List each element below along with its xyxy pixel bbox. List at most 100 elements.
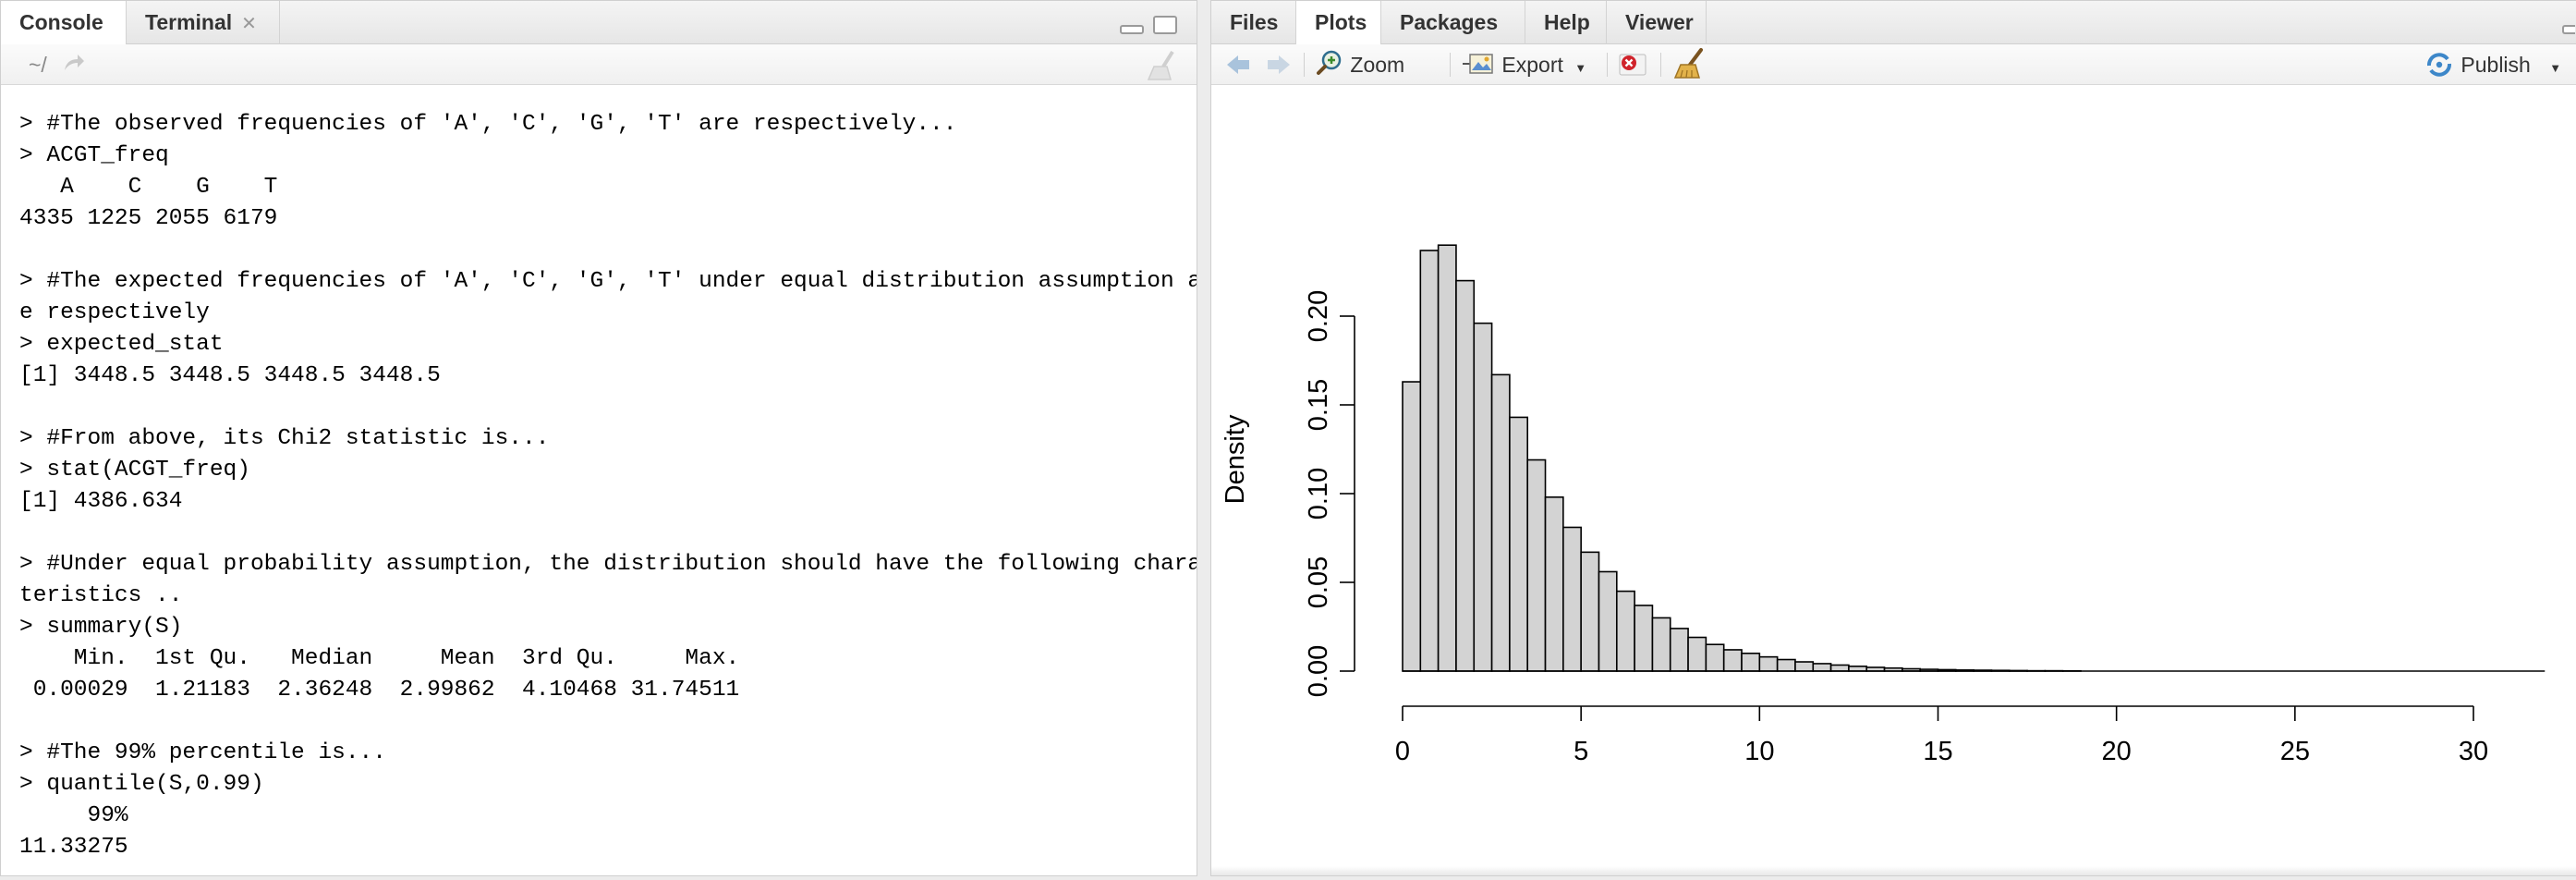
histogram-bar [1474,324,1491,671]
publish-icon [2424,44,2455,85]
x-tick-label: 15 [1923,737,1952,766]
histogram-bar [1831,665,1849,671]
histogram-bar [1456,281,1474,671]
export-label: Export [1501,53,1562,77]
chevron-down-icon: ▼ [1574,61,1586,75]
tab-help[interactable]: Help [1525,1,1607,44]
minimize-pane-icon[interactable] [2562,25,2575,34]
x-tick-label: 20 [2102,737,2132,766]
console-pane: Console Terminal ✕ ~/ > #The observed fre… [0,0,1197,876]
console-line: > #The expected frequencies of 'A', 'C',… [19,266,1197,298]
histogram-bar [1759,657,1777,671]
clear-console-icon[interactable] [1147,44,1180,85]
histogram-bar [1634,605,1652,671]
histogram-bar [1563,527,1581,671]
console-line: 99% [19,801,1197,832]
maximize-pane-icon[interactable] [1153,16,1177,34]
tab-plots[interactable]: Plots [1296,1,1381,45]
histogram-bar [1403,382,1420,671]
console-line: > ACGT_freq [19,141,1197,172]
histogram-bar [1420,251,1438,671]
histogram-bar [1581,552,1598,671]
histogram-bar [1652,617,1670,671]
console-line: > #From above, its Chi2 statistic is... [19,423,1197,455]
tab-viewer-label: Viewer [1625,10,1694,34]
plots-toolbar: Zoom Export ▼ [1211,44,2576,85]
toolbar-separator [1607,53,1608,77]
console-line: 4335 1225 2055 6179 [19,203,1197,235]
histogram-bar [1742,654,1759,671]
tab-viewer[interactable]: Viewer [1607,1,1707,44]
tab-terminal[interactable]: Terminal ✕ [127,1,280,44]
console-line [19,392,1197,423]
console-toolbar: ~/ [1,44,1197,85]
histogram-bar [1795,662,1813,671]
console-line: > #The 99% percentile is... [19,738,1197,769]
y-axis-label: Density [1221,414,1250,504]
histogram-bar [1688,638,1706,671]
histogram-bar [1617,592,1634,671]
working-directory: ~/ [29,44,47,85]
tab-packages-label: Packages [1400,10,1498,34]
minimize-pane-icon[interactable] [1120,25,1144,34]
go-to-directory-icon[interactable] [62,44,86,85]
zoom-button[interactable]: Zoom [1315,44,1404,85]
publish-button[interactable]: Publish ▼ [2424,44,2561,85]
x-tick-label: 25 [2280,737,2310,766]
working-directory-label: ~/ [29,53,47,77]
tab-console-label: Console [19,10,103,34]
tab-files-label: Files [1230,10,1278,34]
x-tick-label: 5 [1574,737,1588,766]
tab-help-label: Help [1544,10,1590,34]
console-line: > #The observed frequencies of 'A', 'C',… [19,109,1197,141]
previous-plot-icon[interactable] [1224,44,1252,85]
y-tick-label: 0.10 [1304,468,1333,519]
histogram-bar [1671,629,1688,671]
histogram-bar [1439,245,1456,671]
console-line: A C G T [19,172,1197,203]
toolbar-separator [1660,53,1661,77]
broom-icon [1671,44,1708,85]
plot-bottom-shade [1211,866,2576,875]
histogram-bar [1706,644,1723,671]
export-icon [1461,44,1496,85]
tab-terminal-label: Terminal [145,10,232,34]
toolbar-separator [1450,53,1451,77]
publish-label: Publish [2461,53,2530,77]
console-line [19,706,1197,738]
clear-all-plots-button[interactable] [1671,44,1708,85]
histogram-bars [1403,245,2081,671]
y-tick-label: 0.15 [1304,379,1333,431]
tab-packages[interactable]: Packages [1381,1,1525,44]
y-tick-label: 0.05 [1304,556,1333,608]
histogram-bar [1510,417,1527,671]
console-line: > quantile(S,0.99) [19,769,1197,801]
console-line: e respectively [19,298,1197,329]
plots-pane: Files Plots Packages Help Viewer [1210,0,2576,876]
export-menu[interactable]: Export ▼ [1461,44,1586,85]
console-line: 0.00029 1.21183 2.36248 2.99862 4.10468 … [19,675,1197,706]
console-line: teristics .. [19,581,1197,612]
tab-files[interactable]: Files [1211,1,1296,44]
console-output[interactable]: > #The observed frequencies of 'A', 'C',… [1,85,1197,875]
chevron-down-icon: ▼ [2549,61,2561,75]
zoom-label: Zoom [1350,53,1404,77]
console-line: 11.33275 [19,832,1197,863]
console-line [19,518,1197,549]
close-icon[interactable]: ✕ [241,14,257,34]
console-tabbar: Console Terminal ✕ [1,1,1197,44]
remove-plot-button[interactable] [1616,44,1649,85]
plots-tabbar: Files Plots Packages Help Viewer [1211,1,2576,44]
x-tick-label: 10 [1744,737,1774,766]
tab-console[interactable]: Console [1,1,127,45]
console-line: > stat(ACGT_freq) [19,455,1197,486]
histogram-bar [1813,664,1830,671]
console-line: Min. 1st Qu. Median Mean 3rd Qu. Max. [19,643,1197,675]
console-line: > expected_stat [19,329,1197,361]
x-tick-label: 30 [2459,737,2488,766]
next-plot-icon[interactable] [1265,44,1293,85]
y-tick-label: 0.20 [1304,290,1333,342]
histogram-bar [1492,374,1510,671]
histogram-bar [1778,660,1795,671]
